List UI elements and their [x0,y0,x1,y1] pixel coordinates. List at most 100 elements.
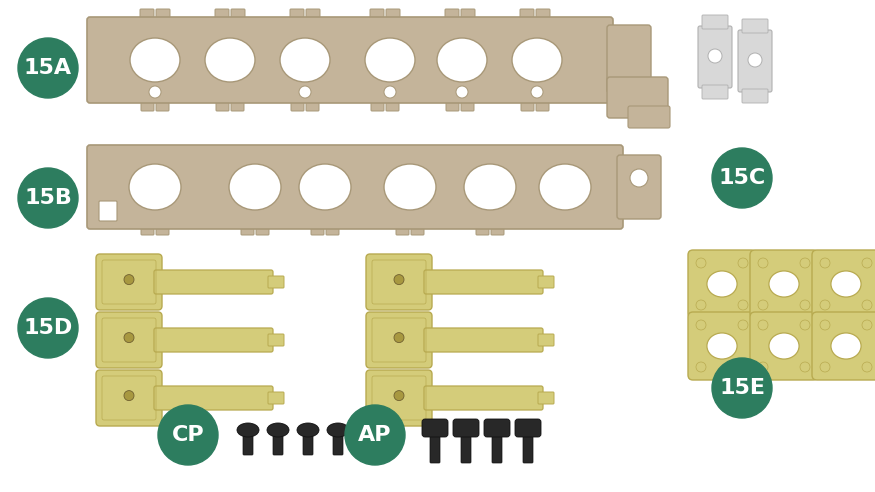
FancyBboxPatch shape [521,97,534,111]
Circle shape [124,391,134,400]
Text: AP: AP [358,425,392,445]
Ellipse shape [539,164,591,210]
FancyBboxPatch shape [326,221,339,235]
Ellipse shape [464,164,516,210]
FancyBboxPatch shape [688,250,756,318]
FancyBboxPatch shape [617,155,661,219]
FancyBboxPatch shape [698,26,732,88]
Text: 15D: 15D [24,318,73,338]
FancyBboxPatch shape [702,15,728,29]
FancyBboxPatch shape [243,435,253,455]
Circle shape [738,362,748,372]
FancyBboxPatch shape [628,106,670,128]
FancyBboxPatch shape [306,97,319,111]
Ellipse shape [267,423,289,437]
FancyBboxPatch shape [491,221,504,235]
FancyBboxPatch shape [536,97,549,111]
Circle shape [299,86,311,98]
Circle shape [738,258,748,268]
Circle shape [18,298,78,358]
FancyBboxPatch shape [446,97,459,111]
Circle shape [124,275,134,284]
FancyBboxPatch shape [492,433,502,463]
FancyBboxPatch shape [445,9,459,23]
Circle shape [712,148,772,208]
Circle shape [394,333,404,342]
FancyBboxPatch shape [366,312,432,368]
Circle shape [708,49,722,63]
FancyBboxPatch shape [386,97,399,111]
FancyBboxPatch shape [484,419,510,437]
Ellipse shape [769,333,799,359]
FancyBboxPatch shape [742,89,768,103]
Ellipse shape [831,271,861,297]
FancyBboxPatch shape [461,97,474,111]
FancyBboxPatch shape [366,254,432,310]
FancyBboxPatch shape [607,77,668,118]
Circle shape [394,391,404,400]
FancyBboxPatch shape [291,97,304,111]
FancyBboxPatch shape [430,433,440,463]
FancyBboxPatch shape [333,435,343,455]
FancyBboxPatch shape [461,433,471,463]
FancyBboxPatch shape [141,221,154,235]
FancyBboxPatch shape [156,221,169,235]
Circle shape [345,405,405,465]
Text: CP: CP [172,425,205,445]
Circle shape [758,320,768,330]
FancyBboxPatch shape [515,419,541,437]
Circle shape [456,86,468,98]
Ellipse shape [130,38,180,82]
Circle shape [748,53,762,67]
Ellipse shape [297,423,319,437]
Circle shape [738,300,748,310]
Ellipse shape [831,333,861,359]
FancyBboxPatch shape [256,221,269,235]
FancyBboxPatch shape [520,9,534,23]
Circle shape [696,300,706,310]
Circle shape [712,358,772,418]
FancyBboxPatch shape [87,17,613,103]
FancyBboxPatch shape [702,85,728,99]
Ellipse shape [707,271,737,297]
FancyBboxPatch shape [538,334,554,346]
Ellipse shape [299,164,351,210]
Circle shape [531,86,543,98]
Circle shape [820,320,830,330]
FancyBboxPatch shape [216,97,229,111]
FancyBboxPatch shape [607,25,651,93]
FancyBboxPatch shape [812,250,875,318]
Ellipse shape [512,38,562,82]
FancyBboxPatch shape [742,19,768,33]
Circle shape [758,258,768,268]
FancyBboxPatch shape [154,386,273,410]
FancyBboxPatch shape [268,276,284,288]
Circle shape [696,320,706,330]
Circle shape [149,86,161,98]
Text: 15E: 15E [719,378,765,398]
FancyBboxPatch shape [424,270,543,294]
FancyBboxPatch shape [140,9,154,23]
FancyBboxPatch shape [231,97,244,111]
Circle shape [394,275,404,284]
Circle shape [696,258,706,268]
Circle shape [862,320,872,330]
FancyBboxPatch shape [370,9,384,23]
Circle shape [758,300,768,310]
Circle shape [630,169,648,187]
FancyBboxPatch shape [461,9,475,23]
FancyBboxPatch shape [750,250,818,318]
Circle shape [384,86,396,98]
FancyBboxPatch shape [386,9,400,23]
FancyBboxPatch shape [303,435,313,455]
Ellipse shape [384,164,436,210]
Ellipse shape [327,423,349,437]
Text: 15B: 15B [24,188,72,208]
FancyBboxPatch shape [96,370,162,426]
Text: 15C: 15C [718,168,766,188]
FancyBboxPatch shape [231,9,245,23]
Ellipse shape [437,38,487,82]
FancyBboxPatch shape [154,270,273,294]
FancyBboxPatch shape [306,9,320,23]
FancyBboxPatch shape [422,419,448,437]
